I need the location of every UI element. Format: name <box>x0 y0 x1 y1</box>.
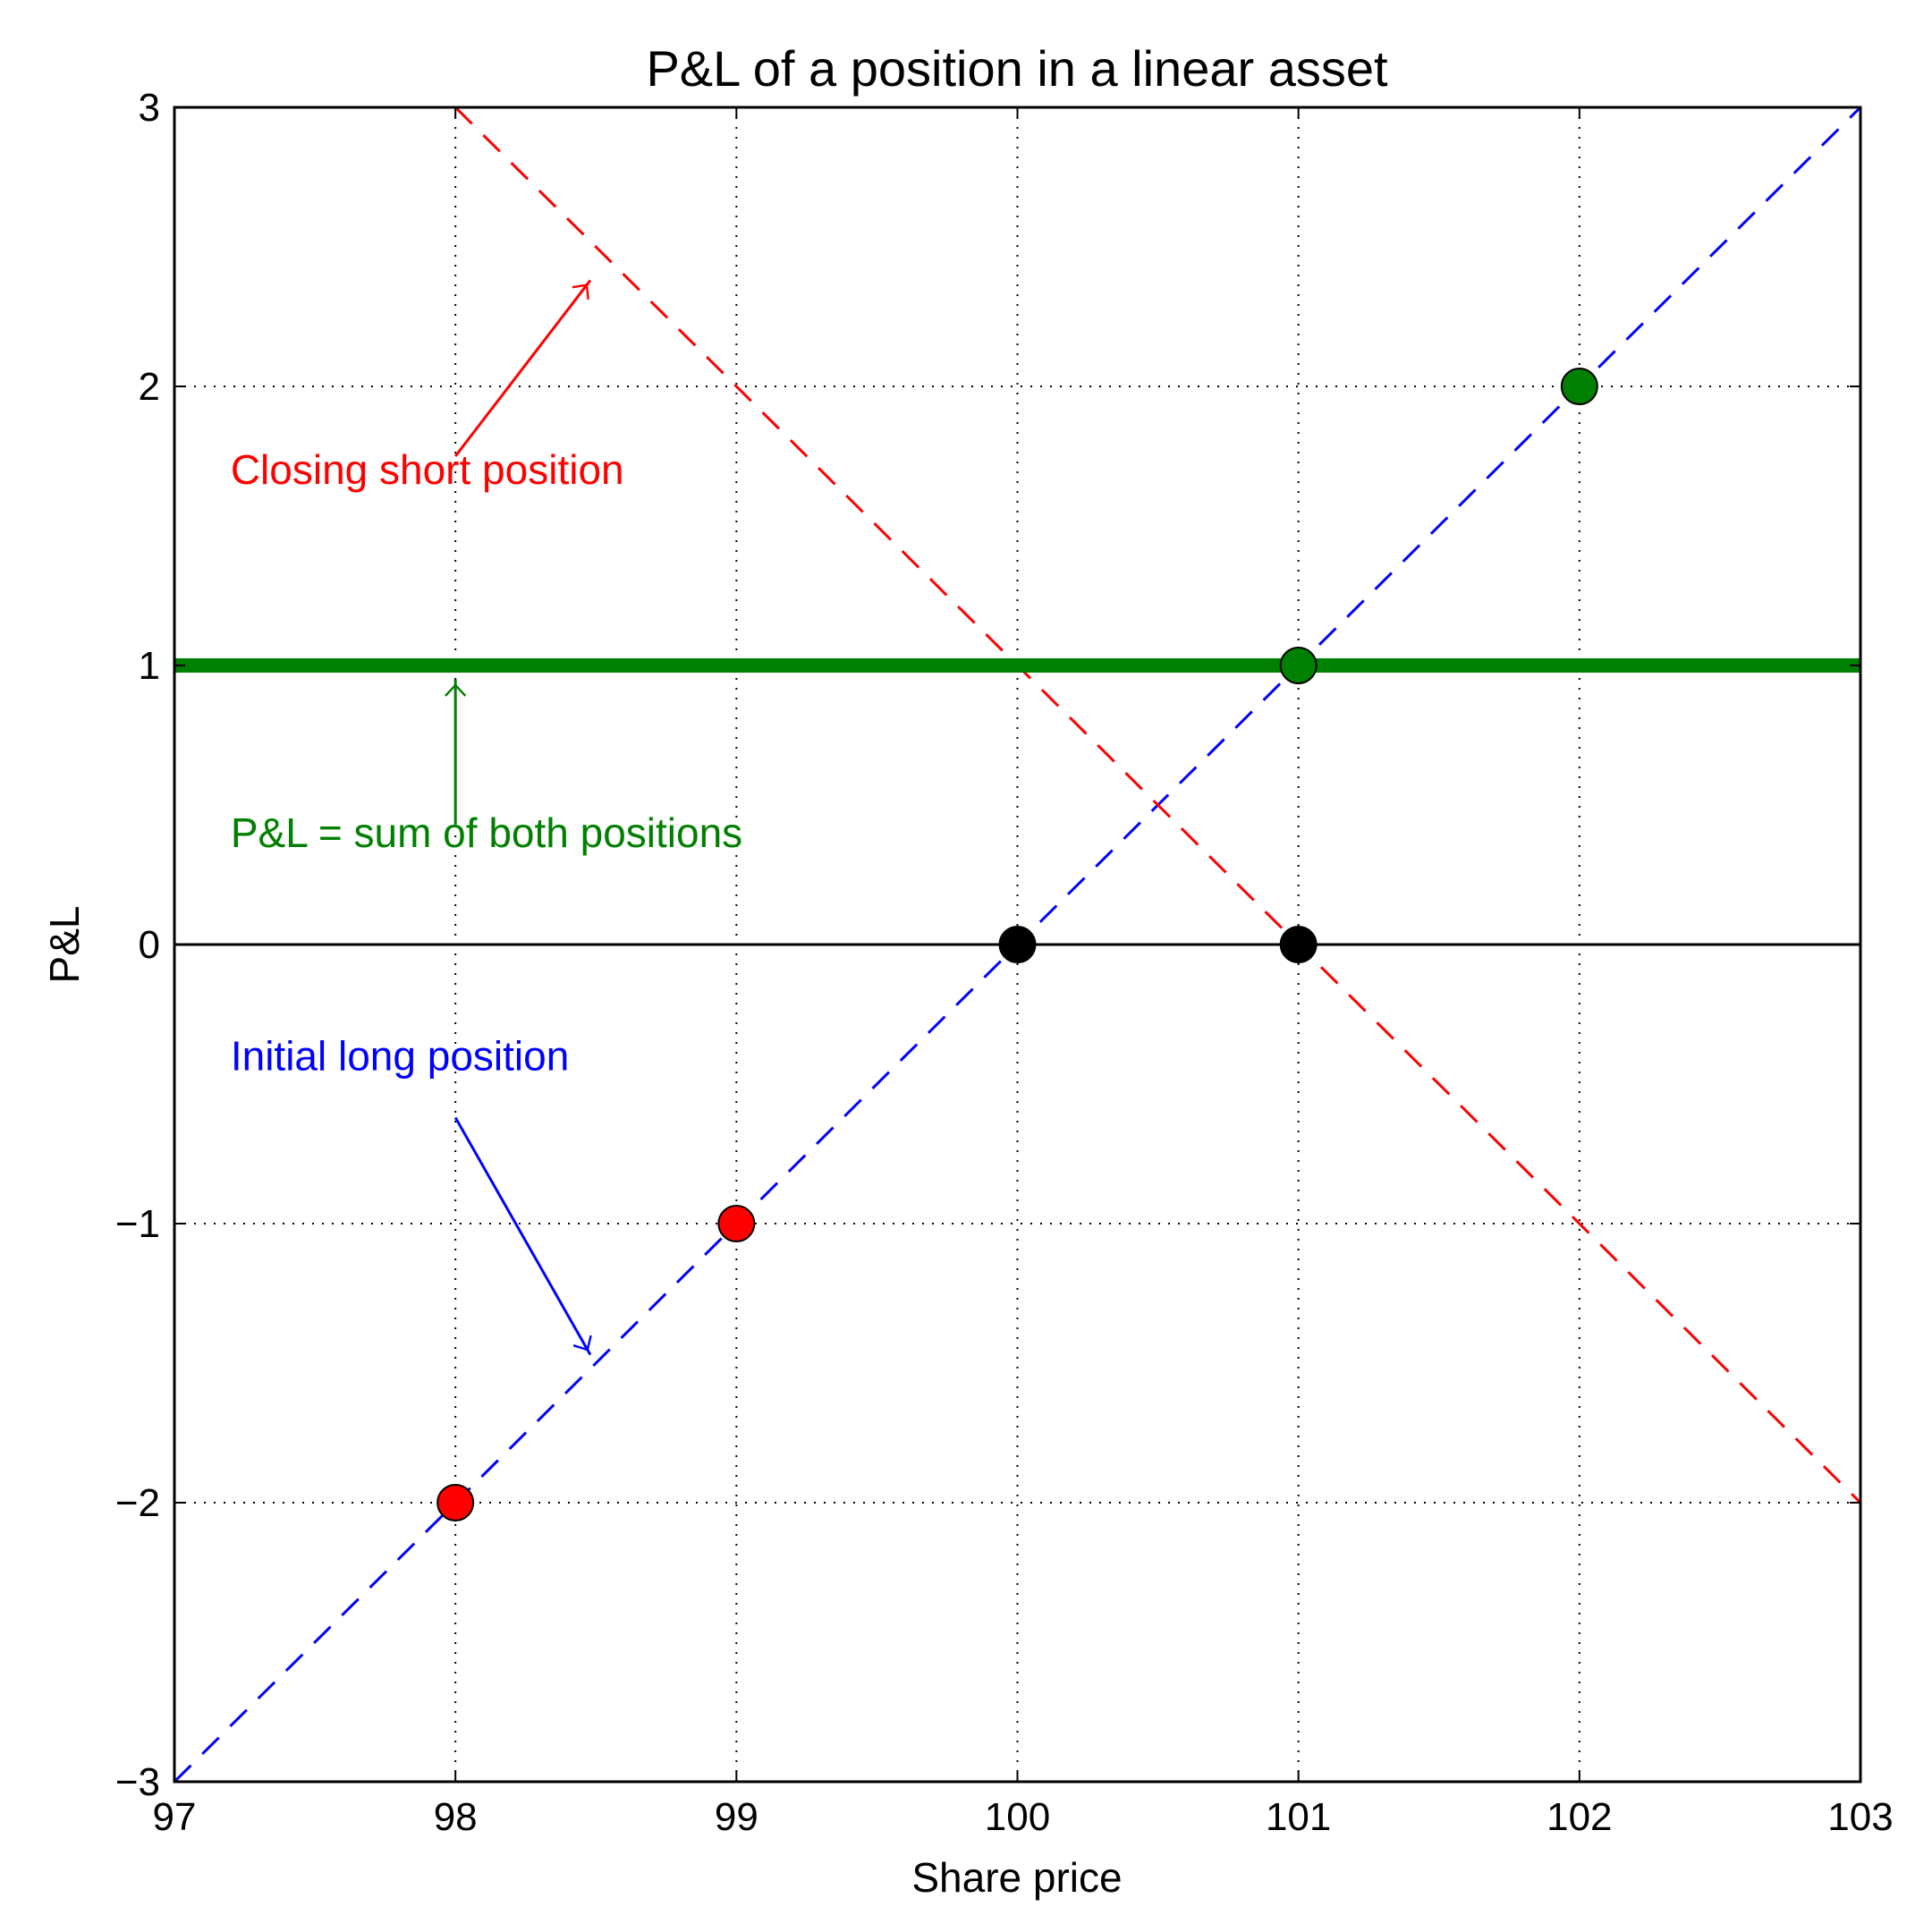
y-tick-label: 2 <box>139 365 160 409</box>
axis-ticks <box>174 106 1861 1783</box>
y-tick-label: −2 <box>115 1481 160 1525</box>
data-point <box>1560 368 1598 405</box>
x-tick-label: 100 <box>985 1795 1050 1839</box>
y-axis-label: P&L <box>41 906 88 984</box>
y-tick-label: −1 <box>115 1202 160 1246</box>
data-point <box>717 1205 756 1242</box>
x-tick-label: 101 <box>1266 1795 1331 1839</box>
data-point <box>998 926 1037 963</box>
annotation-sum-text: P&L = sum of both positions <box>231 809 742 856</box>
annotation-initial-long-arrow <box>453 1116 592 1356</box>
y-tick-label: 3 <box>139 86 160 130</box>
annotation-initial-long-text: Initial long position <box>231 1032 569 1079</box>
annotation-closing-short-arrow <box>453 279 592 457</box>
x-tick-label: 98 <box>434 1795 478 1839</box>
x-tick-label: 97 <box>153 1795 197 1839</box>
x-tick-label: 102 <box>1546 1795 1612 1839</box>
data-points <box>436 368 1598 1521</box>
y-tick-label: −3 <box>115 1760 160 1804</box>
annotation-closing-short-text: Closing short position <box>231 446 624 493</box>
short-position-line <box>454 107 1860 1504</box>
data-point <box>1279 926 1318 963</box>
y-tick-label: 1 <box>139 644 160 688</box>
x-tick-label: 103 <box>1827 1795 1893 1839</box>
x-tick-labels: 97 98 99 100 101 102 103 <box>153 1795 1894 1839</box>
y-tick-labels: −3 −2 −1 0 1 2 3 <box>115 86 160 1804</box>
chart-title: P&L of a position in a linear asset <box>646 40 1388 97</box>
data-point <box>1279 647 1318 684</box>
x-tick-label: 99 <box>715 1795 758 1839</box>
data-point <box>436 1484 475 1521</box>
y-tick-label: 0 <box>139 923 160 967</box>
annotations: Closing short position P&L = sum of both … <box>231 279 742 1356</box>
x-axis-label: Share price <box>911 1854 1122 1901</box>
